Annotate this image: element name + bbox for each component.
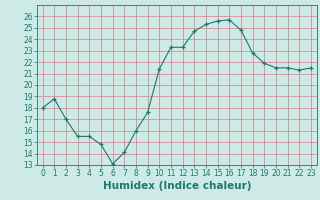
X-axis label: Humidex (Indice chaleur): Humidex (Indice chaleur) <box>102 181 251 191</box>
